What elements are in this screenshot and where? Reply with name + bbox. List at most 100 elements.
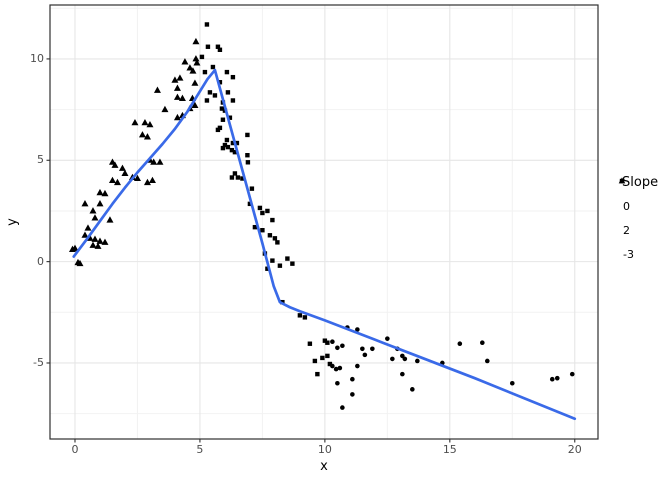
data-point-square xyxy=(229,175,235,180)
data-point-triangle xyxy=(186,64,194,71)
data-point-square xyxy=(205,44,211,49)
data-point-triangle xyxy=(91,235,99,242)
y-tick-label: -5 xyxy=(33,355,44,369)
data-point-circle xyxy=(390,356,395,362)
data-point-triangle xyxy=(113,178,121,186)
data-point-triangle xyxy=(156,158,164,165)
data-point-square xyxy=(265,208,270,214)
data-point-circle xyxy=(340,405,345,410)
data-point-triangle xyxy=(118,164,126,171)
data-point-square xyxy=(199,54,205,60)
data-point-square xyxy=(312,358,318,364)
data-point-square xyxy=(302,315,308,320)
data-point-square xyxy=(322,338,328,343)
data-point-circle xyxy=(480,340,485,346)
data-point-triangle xyxy=(143,178,151,186)
data-point-square xyxy=(235,175,241,180)
data-point-triangle xyxy=(131,118,139,126)
data-point-triangle xyxy=(81,200,89,207)
data-point-circle xyxy=(362,352,368,358)
data-point-circle xyxy=(370,346,375,352)
legend-title: Slope xyxy=(622,175,659,190)
data-point-square xyxy=(327,361,333,367)
data-point-triangle xyxy=(94,242,102,249)
data-point-circle xyxy=(337,365,343,371)
data-point-circle xyxy=(330,339,335,344)
data-point-circle xyxy=(410,387,415,392)
data-point-circle xyxy=(355,363,360,369)
data-point-triangle xyxy=(96,200,104,207)
data-point-triangle xyxy=(146,121,154,128)
data-point-triangle xyxy=(148,176,156,184)
data-point-square xyxy=(225,90,231,95)
data-point-triangle xyxy=(121,169,129,176)
data-point-triangle xyxy=(178,94,186,101)
data-point-square xyxy=(232,171,238,176)
data-point-square xyxy=(247,201,253,207)
data-point-circle xyxy=(360,346,365,352)
data-point-square xyxy=(272,236,278,241)
data-point-circle xyxy=(402,356,408,362)
data-point-square xyxy=(217,125,223,131)
data-point-circle xyxy=(400,371,405,377)
data-point-triangle xyxy=(173,93,181,100)
data-point-square xyxy=(245,160,251,165)
y-tick-label: 10 xyxy=(30,51,44,65)
data-point-square xyxy=(260,228,265,233)
data-point-triangle xyxy=(141,118,149,126)
data-point-square xyxy=(210,64,216,70)
data-point-circle xyxy=(340,343,345,349)
data-point-square xyxy=(307,341,313,346)
y-axis-title: y xyxy=(5,218,20,226)
data-point-circle xyxy=(400,353,405,359)
data-point-square xyxy=(217,47,223,52)
data-point-square xyxy=(227,115,233,120)
data-point-square xyxy=(215,44,221,49)
data-point-triangle xyxy=(191,101,199,109)
data-point-triangle xyxy=(111,161,119,168)
data-point-circle xyxy=(355,327,360,332)
data-point-square xyxy=(240,176,245,181)
data-point-square xyxy=(204,98,210,103)
data-point-square xyxy=(224,69,230,75)
data-point-triangle xyxy=(191,79,199,86)
data-point-square xyxy=(219,106,225,111)
y-tick-label: 0 xyxy=(37,254,44,268)
data-point-triangle xyxy=(150,158,158,165)
data-point-triangle xyxy=(76,259,84,267)
data-point-square xyxy=(207,90,213,95)
legend-label: -3 xyxy=(623,248,634,261)
data-point-square xyxy=(222,142,228,148)
data-point-square xyxy=(230,98,236,103)
data-point-triangle xyxy=(96,237,104,244)
x-axis-title: x xyxy=(320,459,328,474)
data-point-triangle xyxy=(71,244,79,251)
data-point-triangle xyxy=(81,231,89,238)
data-point-square xyxy=(220,145,226,151)
data-point-square xyxy=(230,74,236,80)
data-point-circle xyxy=(457,341,463,347)
square-marker-icon xyxy=(619,178,625,184)
data-point-square xyxy=(245,153,250,158)
legend-item-slope-neg3: -3 xyxy=(616,178,672,267)
data-point-square xyxy=(230,140,236,146)
data-point-square xyxy=(249,186,255,191)
data-point-circle xyxy=(569,371,575,377)
data-point-triangle xyxy=(192,37,200,45)
data-point-triangle xyxy=(89,241,97,248)
data-point-triangle xyxy=(176,74,184,81)
data-point-square xyxy=(315,371,320,377)
data-point-triangle xyxy=(96,188,104,196)
x-tick-label: 10 xyxy=(317,443,332,456)
data-point-triangle xyxy=(161,105,169,113)
data-point-circle xyxy=(509,380,515,386)
data-point-square xyxy=(270,258,275,263)
data-point-square xyxy=(290,261,295,266)
legend-label: 0 xyxy=(623,200,630,213)
data-point-triangle xyxy=(101,238,109,245)
data-point-square xyxy=(202,69,208,75)
legend-item-slope-2: 2 xyxy=(616,177,672,243)
data-point-triangle xyxy=(133,174,141,182)
